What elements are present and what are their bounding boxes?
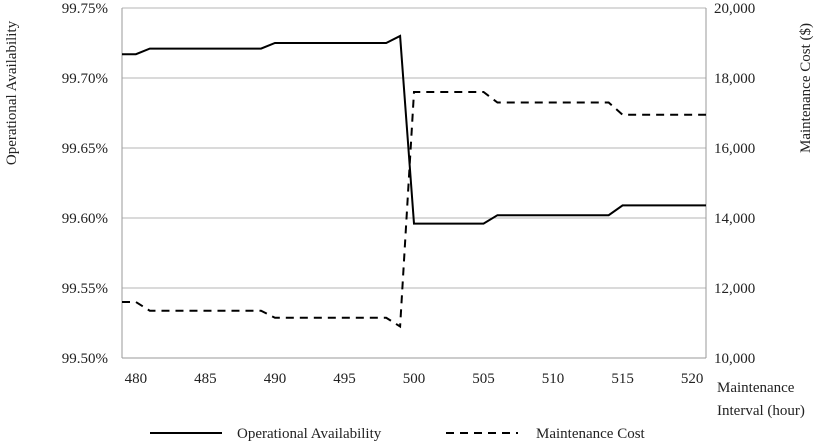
y-right-tick-label: 10,000: [714, 351, 755, 367]
y-left-tick-label: 99.50%: [62, 351, 108, 367]
series-line-maintenance-cost: [122, 91, 706, 329]
x-tick-label: 510: [542, 371, 565, 387]
tick-labels: 99.50% 99.55% 99.60% 99.65% 99.70% 99.75% 10,0…: [62, 1, 756, 387]
legend-label-maintenance-cost: Maintenance Cost: [536, 426, 646, 442]
x-axis-title-line2: Interval (hour): [717, 403, 805, 419]
x-tick-label: 495: [333, 371, 356, 387]
legend-label-operational-availability: Operational Availability: [237, 426, 382, 442]
x-tick-label: 505: [472, 371, 495, 387]
x-tick-label: 480: [125, 371, 148, 387]
y-left-axis-title: Operational Availability: [4, 20, 20, 165]
y-left-tick-label: 99.60%: [62, 211, 108, 227]
y-left-tick-label: 99.75%: [62, 1, 108, 17]
y-right-tick-label: 12,000: [714, 281, 755, 297]
y-left-tick-label: 99.70%: [62, 71, 108, 87]
series-lines: [122, 34, 706, 329]
y-right-tick-label: 16,000: [714, 141, 755, 157]
x-tick-label: 500: [403, 371, 426, 387]
x-tick-label: 485: [194, 371, 217, 387]
legend: Operational Availability Maintenance Cos…: [150, 426, 646, 442]
y-right-axis-title: Maintenance Cost ($): [798, 23, 814, 153]
x-tick-label: 520: [681, 371, 704, 387]
y-right-tick-label: 14,000: [714, 211, 755, 227]
x-tick-label: 490: [264, 371, 287, 387]
grid-lines: [122, 7, 706, 359]
y-right-tick-label: 20,000: [714, 1, 755, 17]
y-left-tick-label: 99.55%: [62, 281, 108, 297]
series-line-operational-availability: [122, 34, 706, 225]
y-left-tick-label: 99.65%: [62, 141, 108, 157]
y-right-tick-label: 18,000: [714, 71, 755, 87]
x-tick-label: 515: [611, 371, 634, 387]
axes: [121, 8, 707, 359]
x-axis-title-line1: Maintenance: [717, 380, 795, 396]
